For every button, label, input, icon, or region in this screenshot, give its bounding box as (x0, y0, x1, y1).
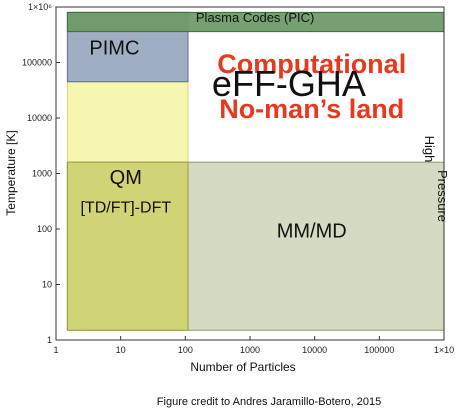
x-tick-label: 1000 (240, 345, 260, 355)
annotations-layer: PIMC Plasma Codes (PIC) QM [TD/FT]-DFT MM/MD… (80, 10, 450, 243)
region-qm-td-ft-dft (66, 161, 189, 331)
annotation-mm-md: MM/MD (277, 221, 347, 243)
x-tick-label: 1×10 (434, 345, 454, 355)
annotation-eff-gha: eFF-GHA (212, 63, 366, 104)
annotation-qm: QM (110, 167, 142, 189)
x-axis-label: Number of Particles (190, 360, 295, 374)
annotation-plasma-codes-pic: Plasma Codes (PIC) (196, 10, 314, 25)
x-tick-label: 10000 (302, 345, 327, 355)
y-axis-label: Temperature [K] (4, 130, 18, 215)
y-tick-label: 1 (47, 335, 52, 345)
x-tick-label: 100 (178, 345, 193, 355)
y-tick-label: 100 (37, 224, 52, 234)
annotation-no-man-s-land: No-man’s land (219, 94, 404, 124)
annotation-td-ft-dft: [TD/FT]-DFT (80, 199, 171, 216)
annotation-high: High (422, 136, 437, 163)
figure-credit: Figure credit to Andres Jaramillo-Botero… (157, 396, 381, 408)
y-tick-label: 1×10⁶ (28, 2, 52, 12)
annotation-pressure: Pressure (435, 170, 450, 222)
annotation-computational: Computational (217, 49, 406, 79)
y-tick-label: 10000 (27, 113, 52, 123)
y-tick-label: 1000 (32, 169, 52, 179)
x-tick-label: 100000 (364, 345, 394, 355)
y-tick-label: 100000 (22, 58, 52, 68)
y-tick-label: 10 (42, 280, 52, 290)
x-tick-label: 1 (53, 345, 58, 355)
regions-layer (66, 11, 445, 331)
x-tick-label: 10 (116, 345, 126, 355)
annotation-pimc: PIMC (89, 37, 139, 59)
ticks-layer: 1 10 100 1000 10000 100000 1×10 1 10 100 1000 10000… (22, 2, 454, 355)
